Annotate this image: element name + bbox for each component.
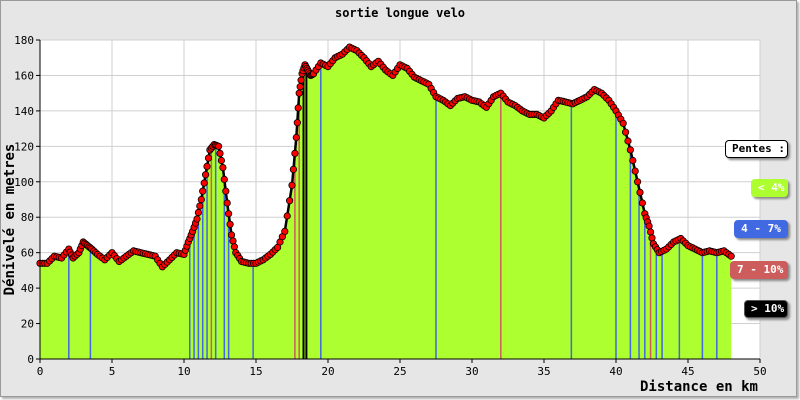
x-tick-label: 10 <box>177 365 190 378</box>
elevation-point <box>229 237 237 245</box>
elevation-point <box>289 165 297 173</box>
x-tick-label: 35 <box>537 365 550 378</box>
legend-item: 4 - 7% <box>734 220 788 238</box>
elevation-point <box>285 197 294 205</box>
x-tick-label: 30 <box>465 365 478 378</box>
x-tick-label: 20 <box>321 365 334 378</box>
elevation-point <box>631 167 639 175</box>
elevation-point <box>281 227 289 235</box>
elevation-point <box>226 220 234 228</box>
elevation-point <box>283 212 291 220</box>
elevation-point <box>648 234 656 242</box>
y-axis-label: Dénivelé en metres <box>2 144 18 296</box>
elevation-area <box>40 47 732 359</box>
x-tick-label: 45 <box>681 365 694 378</box>
elevation-point <box>197 195 205 204</box>
y-tick-labels: 0 20 40 60 80 100 120 140 160 180 <box>14 34 34 366</box>
elevation-point <box>645 222 653 230</box>
elevation-point <box>220 175 228 183</box>
elevation-point <box>217 156 225 165</box>
slope-bars <box>68 63 718 359</box>
elevation-point <box>223 199 231 207</box>
x-tick-label: 50 <box>753 365 766 378</box>
elevation-point <box>222 187 230 195</box>
elevation-point <box>291 149 299 157</box>
x-axis-label: Distance en km <box>640 379 758 395</box>
elevation-point <box>294 104 302 112</box>
elevation-point <box>646 228 655 236</box>
y-tick-label: 60 <box>21 247 34 260</box>
legend-item: > 10% <box>744 300 788 318</box>
elevation-point <box>295 89 303 97</box>
legend-item: 7 - 10% <box>730 261 788 279</box>
elevation-point <box>636 188 644 196</box>
elevation-point <box>288 181 296 189</box>
y-tick-label: 180 <box>14 34 34 47</box>
y-tick-label: 0 <box>27 353 34 366</box>
elevation-point <box>225 210 233 218</box>
elevation-point <box>621 128 630 136</box>
y-tick-label: 160 <box>14 69 34 82</box>
y-tick-label: 40 <box>21 282 34 295</box>
x-tick-label: 0 <box>37 365 44 378</box>
elevation-point <box>296 83 304 91</box>
axes <box>36 39 761 363</box>
elevation-point <box>200 179 208 187</box>
elevation-point <box>624 137 632 145</box>
elevation-point <box>215 142 223 150</box>
y-tick-label: 140 <box>14 105 34 118</box>
elevation-point <box>216 149 224 157</box>
elevation-markers <box>36 43 735 271</box>
elevation-point <box>292 133 300 142</box>
elevation-point <box>219 164 227 172</box>
x-tick-label: 25 <box>393 365 406 378</box>
elevation-point <box>194 208 202 217</box>
elevation-point <box>199 187 207 195</box>
y-tick-label: 120 <box>14 140 34 153</box>
chart-title: sortie longue velo <box>334 6 466 20</box>
y-tick-label: 80 <box>21 211 34 224</box>
elevation-point <box>297 76 305 84</box>
elevation-point <box>638 199 647 207</box>
elevation-point <box>293 119 301 127</box>
elevation-point <box>203 162 211 170</box>
elevation-point <box>727 252 735 260</box>
y-tick-label: 100 <box>14 176 34 189</box>
x-tick-label: 40 <box>609 365 622 378</box>
elevation-point <box>230 243 238 251</box>
y-tick-label: 20 <box>21 318 34 331</box>
x-tick-labels: 0 5 10 15 20 25 30 35 40 45 50 <box>37 365 767 378</box>
elevation-point <box>193 215 201 223</box>
elevation-point <box>626 146 635 154</box>
elevation-point <box>629 156 637 165</box>
elevation-point <box>227 231 236 239</box>
elevation-point <box>204 154 213 162</box>
elevation-point <box>619 119 627 127</box>
elevation-point <box>196 202 204 210</box>
legend-title: Pentes : <box>725 140 788 158</box>
x-tick-label: 5 <box>109 365 116 378</box>
x-tick-label: 15 <box>249 365 262 378</box>
legend-item: < 4% <box>751 179 788 197</box>
elevation-point <box>633 178 642 186</box>
elevation-point <box>202 171 210 179</box>
